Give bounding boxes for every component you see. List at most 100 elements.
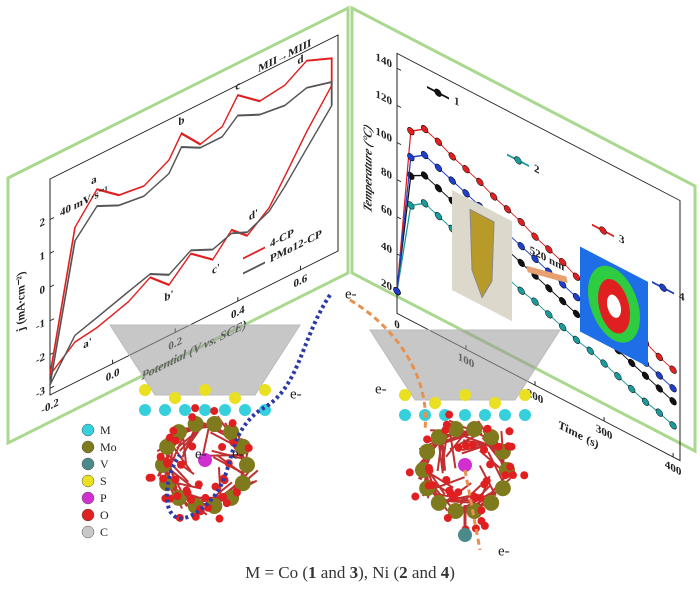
y-tick-label: -1 <box>36 316 45 333</box>
atom <box>429 397 441 409</box>
data-point <box>420 171 429 180</box>
atom <box>430 494 447 511</box>
legend-label: 2 <box>534 162 540 177</box>
atom <box>494 480 511 497</box>
plot-frame <box>396 52 681 462</box>
electron-label: e- <box>375 381 387 397</box>
atom <box>232 488 241 497</box>
data-point <box>572 335 581 344</box>
atom <box>162 457 171 466</box>
atom <box>183 488 192 497</box>
peak-label: a <box>91 172 97 187</box>
data-point <box>517 242 525 251</box>
caption-part: ) <box>449 563 455 582</box>
caption-part: 1 <box>308 563 317 582</box>
data-point <box>517 258 525 267</box>
atom <box>159 474 168 483</box>
data-point <box>434 137 443 146</box>
atom <box>234 475 251 492</box>
atom <box>442 476 451 485</box>
data-point <box>545 284 553 293</box>
peak-label: a' <box>83 335 92 352</box>
atom <box>139 384 151 396</box>
legend-label: 3 <box>619 232 625 247</box>
thermal-core <box>607 294 621 318</box>
element-swatch <box>81 423 95 437</box>
atom <box>156 452 165 461</box>
data-point <box>420 124 429 134</box>
atom <box>411 492 420 501</box>
legend-marker <box>659 283 667 292</box>
y-tick-label: 40 <box>381 239 392 257</box>
y-tick-label: 0 <box>40 283 46 298</box>
legend-line <box>243 246 265 260</box>
electron-label: e- <box>498 543 510 559</box>
atom <box>454 443 463 452</box>
atom <box>519 389 531 401</box>
atom <box>228 419 237 428</box>
atom <box>520 471 529 480</box>
data-point <box>407 201 415 210</box>
y-tick-label: 80 <box>381 165 392 183</box>
data-point <box>655 371 663 380</box>
data-point <box>434 211 443 221</box>
atom <box>215 514 224 523</box>
atom <box>176 460 185 469</box>
atom <box>399 409 411 421</box>
legend-label: 4 <box>679 289 685 304</box>
element-swatch <box>81 491 95 505</box>
atom <box>239 457 255 473</box>
caption-part: 3 <box>350 563 359 582</box>
caption-part: and <box>408 563 441 582</box>
element-swatch <box>81 525 95 539</box>
atom <box>480 445 489 454</box>
atom <box>443 514 452 523</box>
atom <box>169 426 178 435</box>
atom <box>425 466 434 475</box>
y-tick-label: -2 <box>36 350 45 367</box>
data-point <box>434 184 443 193</box>
data-point <box>503 205 512 214</box>
atom <box>210 406 219 415</box>
y-tick-label: 2 <box>40 215 46 230</box>
vial <box>469 208 495 299</box>
data-point <box>669 397 677 406</box>
atom <box>458 528 472 542</box>
data-point <box>531 297 539 306</box>
atom <box>188 413 197 422</box>
atom <box>506 462 515 471</box>
electron-label: e- <box>290 386 302 402</box>
atom <box>191 404 200 413</box>
data-point <box>559 257 567 267</box>
data-point <box>517 286 525 295</box>
atom <box>171 436 180 445</box>
atom <box>165 433 174 442</box>
data-point <box>545 245 553 254</box>
atom <box>424 481 433 490</box>
atom <box>447 502 464 519</box>
atom <box>459 409 471 421</box>
peak-label: d <box>297 52 304 68</box>
y-tick-label: 1 <box>40 249 46 264</box>
data-point <box>614 372 622 381</box>
data-point <box>462 165 470 174</box>
data-point <box>655 408 663 417</box>
electron-path <box>349 298 482 551</box>
atom <box>471 524 480 533</box>
element-label: S <box>100 474 107 488</box>
legend-label: 1 <box>454 94 460 109</box>
y-tick <box>50 385 54 389</box>
peak-label: d' <box>249 206 258 223</box>
atom <box>446 489 455 498</box>
legend-marker <box>514 156 522 165</box>
data-point <box>572 293 581 302</box>
caption-part: 2 <box>399 563 408 582</box>
atom <box>139 404 151 416</box>
legend-marker <box>434 88 442 97</box>
y-tick-label: -3 <box>36 384 45 401</box>
atom <box>219 492 228 501</box>
atom <box>504 442 513 451</box>
series-line <box>49 80 333 386</box>
atom <box>482 476 491 485</box>
y-tick <box>50 250 54 254</box>
